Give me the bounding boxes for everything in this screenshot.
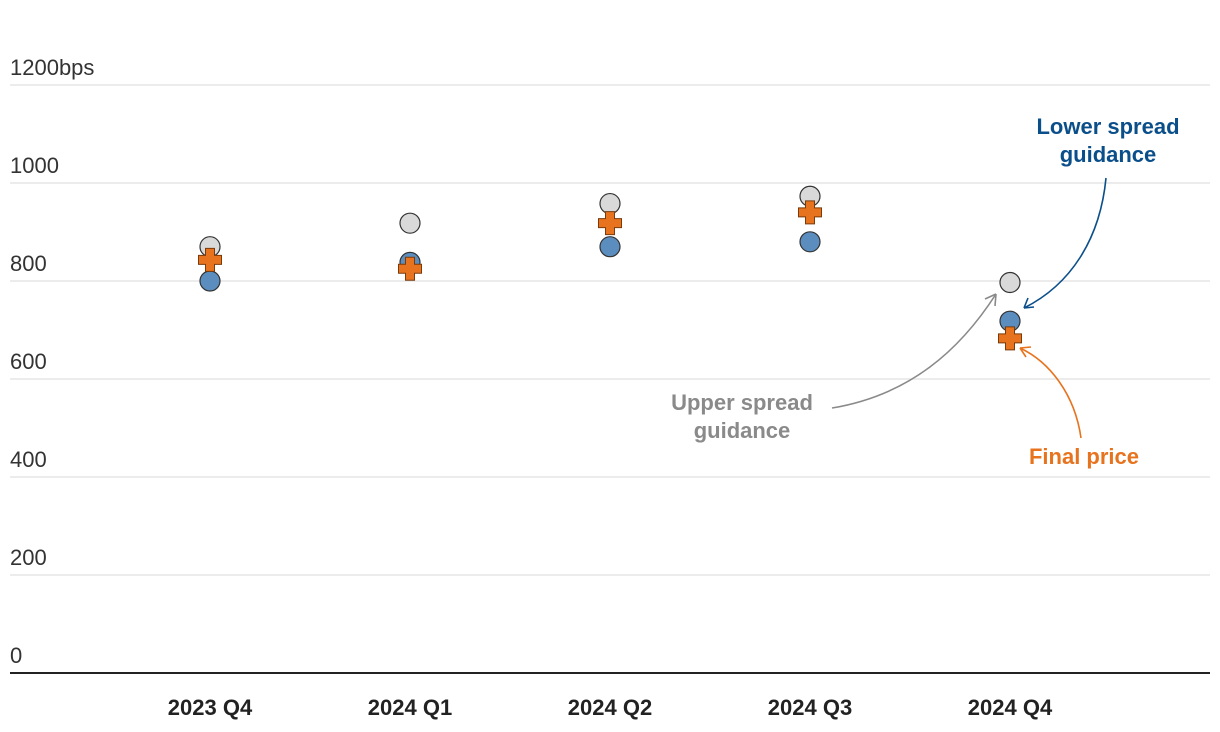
y-tick-label-400: 400 [10,447,47,472]
annotation-lower-arrowhead [1023,297,1035,309]
point-lower-spread-guidance-2 [599,236,621,258]
y-axis-labels: 0 200 400 600 800 1000 1200bps [10,55,94,668]
y-tick-label-800: 800 [10,251,47,276]
x-axis-labels: 2023 Q4 2024 Q1 2024 Q2 2024 Q3 2024 Q4 [168,695,1053,720]
x-tick-label-3: 2024 Q3 [768,695,852,720]
annotation-upper-spread-line2: guidance [694,418,791,443]
point-final-price-1 [398,256,422,281]
point-lower-spread-guidance-3 [799,231,821,253]
y-tick-label-1200: 1200bps [10,55,94,80]
y-tick-label-200: 200 [10,545,47,570]
point-upper-spread-guidance-2 [599,192,621,215]
point-final-price-2 [598,211,622,236]
annotation-final-arrow [1019,347,1082,439]
annotation-lower-arrow [1023,177,1107,309]
gridlines [10,84,1210,576]
point-final-price-4 [998,326,1022,351]
annotation-upper-spread-line1: Upper spread [671,390,813,415]
x-tick-label-4: 2024 Q4 [968,695,1053,720]
annotation-lower-spread-line2: guidance [1060,142,1157,167]
point-final-price-3 [798,200,822,225]
point-upper-spread-guidance-1 [399,212,421,234]
data-points [198,185,1022,351]
annotation-final-price: Final price [1029,444,1139,469]
annotation-final-arrowhead [1019,346,1032,358]
point-upper-spread-guidance-4 [999,271,1021,294]
annotation-lower-spread-line1: Lower spread [1036,114,1179,139]
point-lower-spread-guidance-0 [199,270,221,292]
point-final-price-0 [198,247,222,272]
x-tick-label-1: 2024 Q1 [368,695,452,720]
x-tick-label-2: 2024 Q2 [568,695,652,720]
annotations: Lower spread guidance Upper spread guida… [671,114,1179,469]
annotation-upper-arrow [831,293,997,409]
y-tick-label-1000: 1000 [10,153,59,178]
y-tick-label-0: 0 [10,643,22,668]
x-tick-label-0: 2023 Q4 [168,695,253,720]
y-tick-label-600: 600 [10,349,47,374]
annotation-upper-arrowhead [984,293,997,307]
